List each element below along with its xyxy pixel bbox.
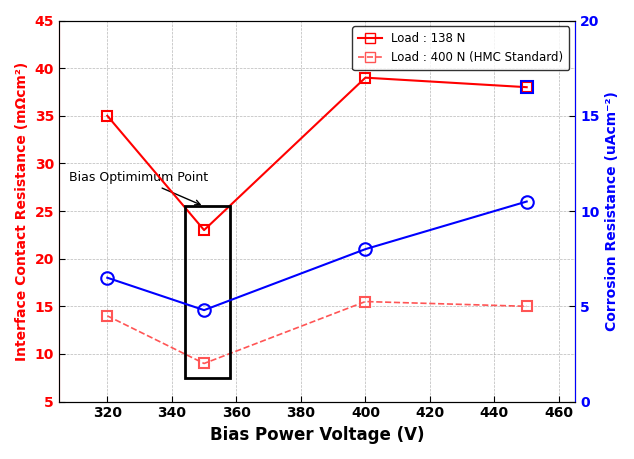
Line: Load : 138 N: Load : 138 N <box>103 73 531 235</box>
Y-axis label: Interface Contact Resistance (mΩcm²): Interface Contact Resistance (mΩcm²) <box>15 62 29 361</box>
Bar <box>184 206 230 378</box>
Legend: Load : 138 N, Load : 400 N (HMC Standard): Load : 138 N, Load : 400 N (HMC Standard… <box>353 27 569 70</box>
Y-axis label: Corrosion Resistance (uAcm⁻²): Corrosion Resistance (uAcm⁻²) <box>605 91 619 331</box>
Load : 138 N: (350, 23): 138 N: (350, 23) <box>200 227 208 233</box>
Load : 400 N (HMC Standard): (350, 9): 400 N (HMC Standard): (350, 9) <box>200 361 208 366</box>
Load : 138 N: (450, 38): 138 N: (450, 38) <box>523 84 531 90</box>
X-axis label: Bias Power Voltage (V): Bias Power Voltage (V) <box>210 426 424 444</box>
Load : 138 N: (400, 39): 138 N: (400, 39) <box>361 75 369 80</box>
Load : 138 N: (320, 35): 138 N: (320, 35) <box>103 113 111 118</box>
Line: Load : 400 N (HMC Standard): Load : 400 N (HMC Standard) <box>103 297 531 368</box>
Text: Bias Optimimum Point: Bias Optimimum Point <box>68 171 208 205</box>
Load : 400 N (HMC Standard): (320, 14): 400 N (HMC Standard): (320, 14) <box>103 313 111 319</box>
Load : 400 N (HMC Standard): (450, 15): 400 N (HMC Standard): (450, 15) <box>523 303 531 309</box>
Load : 400 N (HMC Standard): (400, 15.5): 400 N (HMC Standard): (400, 15.5) <box>361 299 369 304</box>
